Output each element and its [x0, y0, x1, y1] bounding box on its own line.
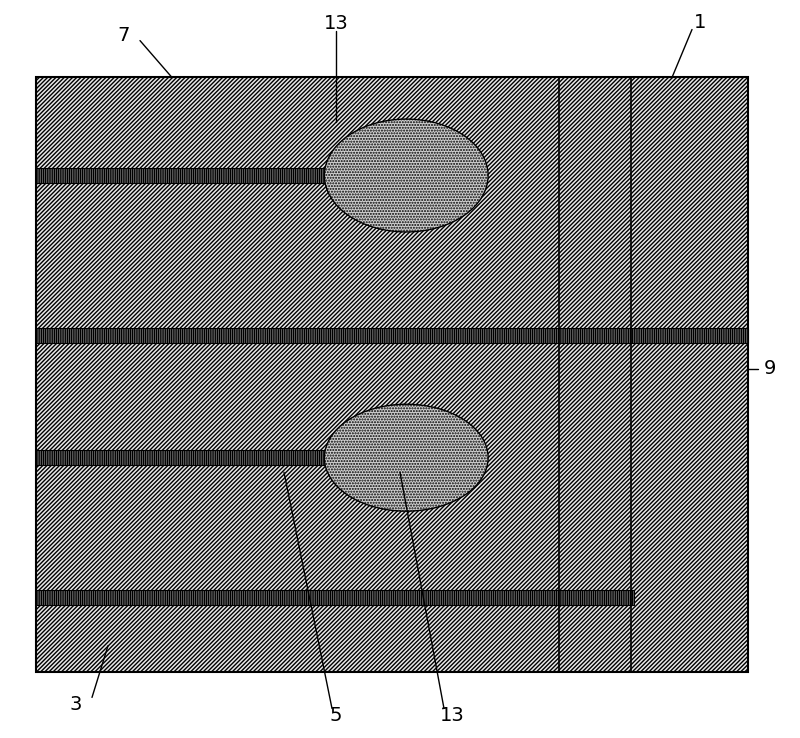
Text: 7: 7 [118, 26, 130, 45]
Bar [36, 77, 748, 672]
Bar [36, 590, 634, 604]
Text: 5: 5 [330, 706, 342, 725]
Ellipse shape [324, 119, 488, 232]
Text: 1: 1 [694, 13, 706, 32]
Text: 13: 13 [440, 706, 464, 725]
Bar [36, 450, 449, 465]
Text: 13: 13 [324, 14, 348, 33]
Text: 9: 9 [764, 359, 776, 379]
Text: 3: 3 [70, 695, 82, 714]
Ellipse shape [324, 404, 488, 511]
Bar [36, 328, 748, 343]
Bar [36, 168, 449, 183]
